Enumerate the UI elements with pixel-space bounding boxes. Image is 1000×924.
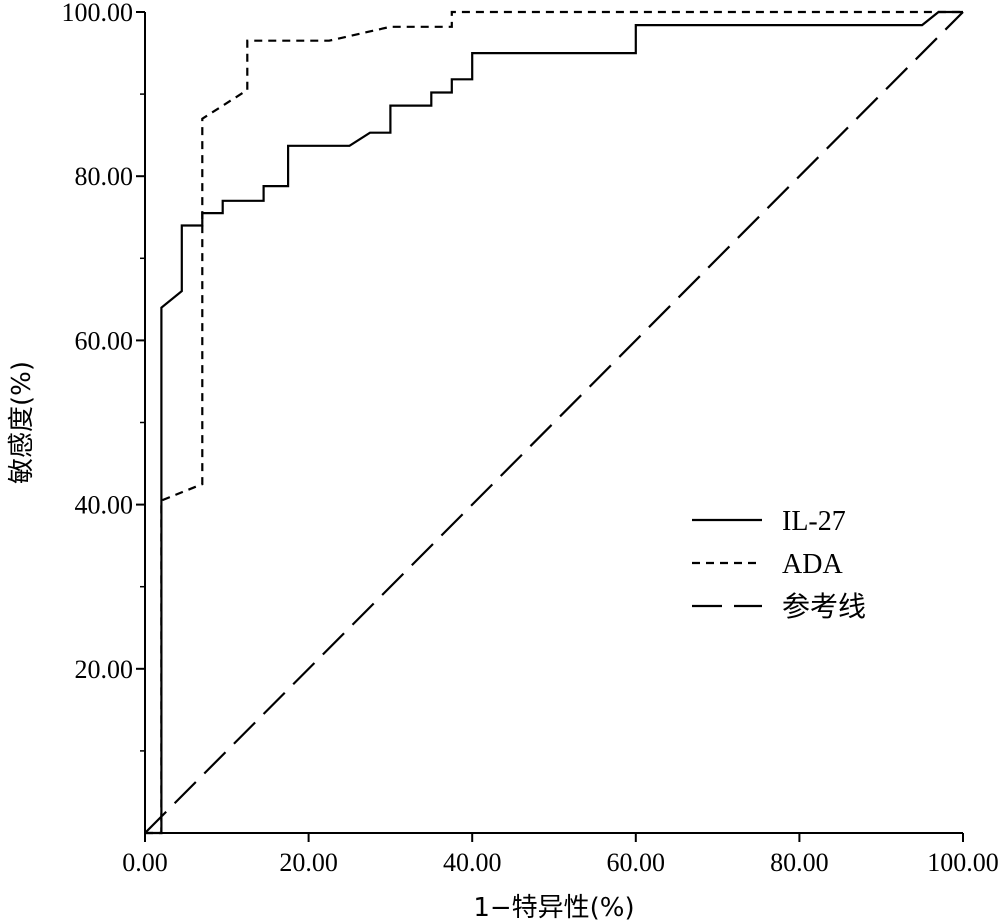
series-line-IL-27: [145, 10, 963, 835]
ticks: 0.00 20.00 40.00 60.00 80.00 100.00 20.00 40.00…: [62, 0, 999, 877]
x-tick-label: 40.00: [443, 848, 502, 877]
y-tick-label: 100.00: [62, 0, 134, 27]
x-tick-label: 60.00: [607, 848, 666, 877]
y-axis-title: 敏感度(%): [7, 361, 37, 484]
x-axis-title: 1−特异性(%): [473, 893, 634, 923]
legend-label: IL-27: [782, 506, 846, 537]
y-tick-label: 80.00: [75, 162, 134, 191]
legend-label: ADA: [782, 549, 843, 580]
series-line-ADA: [145, 10, 963, 835]
x-tick-label: 0.00: [122, 848, 168, 877]
x-tick-label: 20.00: [279, 848, 338, 877]
x-tick-label: 80.00: [770, 848, 829, 877]
series-lines: [144, 10, 964, 835]
x-tick-label: 100.00: [927, 848, 999, 877]
y-tick-label: 40.00: [75, 491, 134, 520]
series-line-参考线: [144, 11, 964, 834]
y-tick-label: 20.00: [75, 655, 134, 684]
y-tick-label: 60.00: [75, 326, 134, 355]
legend: IL-27 ADA 参考线: [692, 506, 866, 623]
legend-label: 参考线: [782, 591, 866, 623]
